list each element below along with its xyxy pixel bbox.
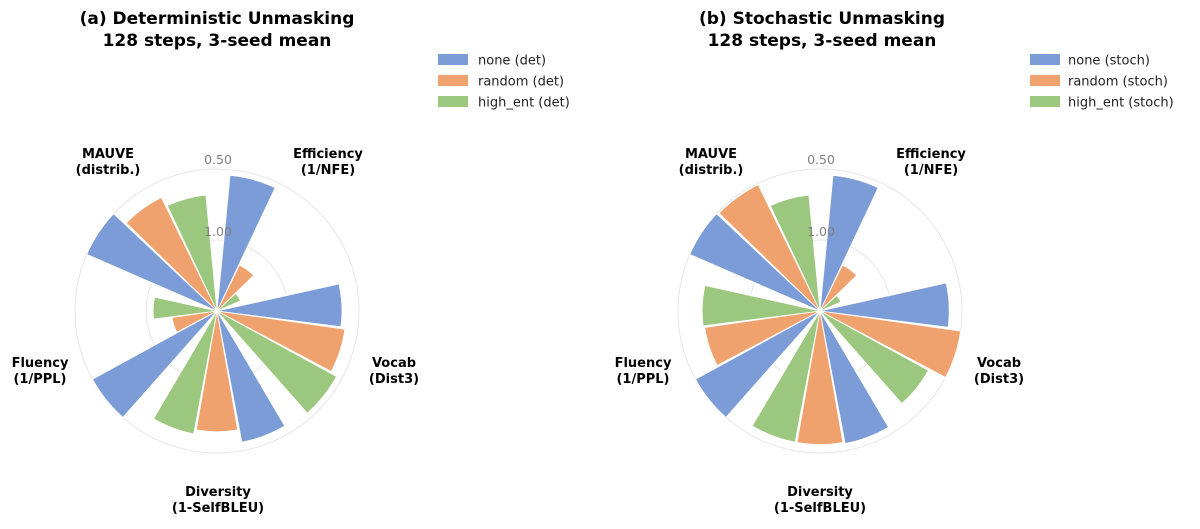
bar-none-stoch--0 (819, 174, 879, 312)
legend-label: high_ent (det) (478, 96, 570, 111)
radial-tick-label: 1.00 (807, 224, 835, 239)
bar-none-det--2 (216, 310, 286, 443)
axis-label: (Dist3) (369, 372, 419, 387)
bar-random-det--1 (216, 310, 346, 372)
bar-random-det--3 (171, 310, 218, 333)
bars (689, 174, 962, 445)
axis-label: MAUVE (685, 147, 737, 162)
legend-swatch (438, 54, 468, 65)
bar-high-ent-det--0 (216, 292, 241, 312)
legend-swatch (438, 96, 468, 107)
axis-label: Efficiency (896, 147, 966, 162)
axis-label: (distrib.) (679, 163, 744, 178)
bar-none-stoch--2 (819, 310, 890, 445)
bar-random-stoch--3 (704, 310, 821, 367)
bar-none-det--4 (86, 213, 218, 312)
axis-label: Vocab (372, 356, 416, 371)
radial-tick-label: 0.50 (807, 152, 835, 167)
legend-label: high_ent (stoch) (1068, 96, 1174, 111)
bar-random-stoch--1 (819, 310, 962, 378)
axis-label: (1/NFE) (301, 163, 355, 178)
bar-random-stoch--2 (796, 310, 844, 445)
axis-label: (Dist3) (974, 372, 1024, 387)
bar-random-stoch--0 (819, 264, 858, 312)
legend-label: none (det) (478, 54, 546, 69)
legend-swatch (1030, 96, 1060, 107)
chart-title-line-2: 128 steps, 3-seed mean (708, 31, 937, 51)
axis-label: Vocab (977, 356, 1021, 371)
grid-circle (74, 168, 360, 454)
bar-high-ent-stoch--0 (819, 294, 842, 312)
axis-label: Diversity (185, 485, 251, 500)
chart-title-line-2: 128 steps, 3-seed mean (103, 31, 332, 51)
bar-random-stoch--4 (718, 184, 821, 312)
bar-high-ent-stoch--3 (701, 284, 821, 327)
legend: none (stoch) random (stoch) high_ent (stoc… (1030, 54, 1174, 111)
chart-panel-deterministic: (a) Deterministic Unmasking 128 steps, 3… (12, 9, 570, 516)
chart-panel-stochastic: (b) Stochastic Unmasking 128 steps, 3-se… (615, 9, 1174, 516)
legend-swatch (438, 75, 468, 86)
bars (86, 174, 346, 443)
radial-tick-label: 1.00 (204, 224, 232, 239)
grid-circle (677, 168, 963, 454)
axis-label: MAUVE (82, 147, 134, 162)
bar-random-det--4 (125, 196, 218, 312)
axis-label: Diversity (787, 485, 853, 500)
axis-label: (1-SelfBLEU) (172, 501, 264, 516)
legend-swatch (1030, 54, 1060, 65)
axis-label: (1-SelfBLEU) (774, 501, 866, 516)
axis-label: (1/NFE) (904, 163, 958, 178)
bar-none-stoch--1 (819, 282, 950, 328)
bar-high-ent-det--2 (153, 310, 218, 435)
bar-high-ent-det--1 (216, 310, 338, 414)
legend-label: random (stoch) (1068, 75, 1168, 90)
bar-high-ent-stoch--4 (769, 194, 821, 312)
bar-random-det--0 (216, 264, 255, 312)
bar-high-ent-stoch--2 (751, 310, 821, 443)
bar-none-det--0 (216, 174, 276, 312)
legend-label: none (stoch) (1068, 54, 1150, 69)
axis-label: Fluency (615, 356, 672, 371)
legend-swatch (1030, 75, 1060, 86)
bar-high-ent-det--3 (152, 296, 218, 320)
bar-random-det--2 (195, 310, 239, 433)
bar-none-stoch--4 (689, 213, 821, 312)
axis-label: Efficiency (293, 147, 363, 162)
bar-none-det--1 (216, 283, 343, 328)
legend: none (det) random (det) high_ent (det) (438, 54, 570, 111)
axis-label: (1/PPL) (616, 372, 669, 387)
radial-tick-label: 0.50 (204, 152, 232, 167)
axis-label: (distrib.) (76, 163, 141, 178)
bar-high-ent-det--4 (166, 194, 218, 312)
chart-title-line-1: (b) Stochastic Unmasking (699, 9, 945, 29)
bar-high-ent-stoch--1 (819, 310, 929, 405)
axis-label: (1/PPL) (13, 372, 66, 387)
axis-label: Fluency (12, 356, 69, 371)
bar-none-det--3 (91, 310, 218, 418)
legend-label: random (det) (478, 75, 564, 90)
bar-none-stoch--3 (694, 310, 821, 418)
chart-title-line-1: (a) Deterministic Unmasking (80, 9, 355, 29)
